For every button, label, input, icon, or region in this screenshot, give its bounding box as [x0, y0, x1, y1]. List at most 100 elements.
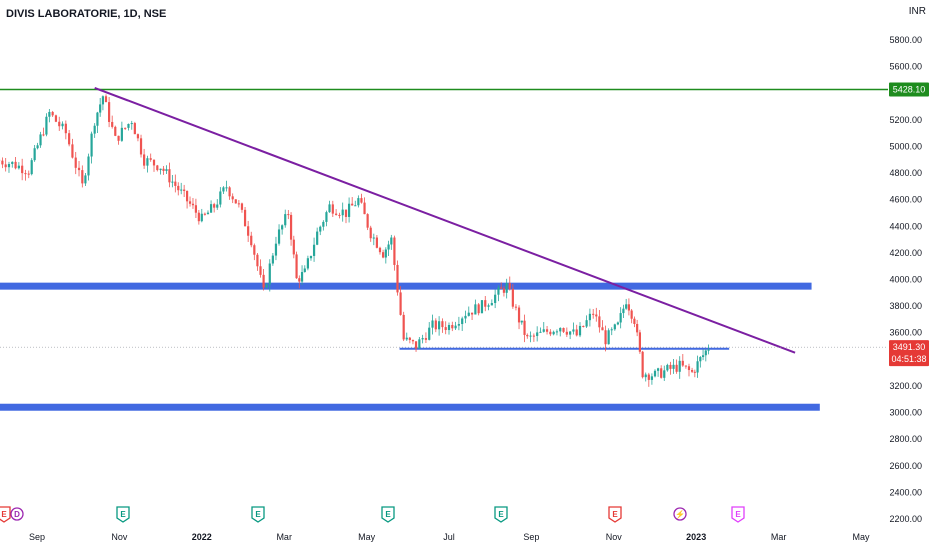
y-tick-label: 3600.00: [889, 328, 922, 338]
candle-body: [641, 351, 644, 378]
event-marker[interactable]: ⚡: [673, 507, 687, 521]
candle-body: [51, 111, 54, 116]
candle-body: [638, 332, 641, 352]
candle-body: [598, 316, 601, 328]
candle-body: [108, 102, 111, 122]
candle-body: [565, 331, 568, 335]
candle-body: [322, 221, 325, 227]
candle-body: [171, 181, 174, 183]
y-tick-label: 2600.00: [889, 461, 922, 471]
y-tick-label: 2200.00: [889, 514, 922, 524]
candle-body: [183, 189, 186, 191]
event-marker-glyph: E: [498, 510, 504, 519]
candle-body: [319, 226, 322, 232]
candle-body: [268, 263, 271, 285]
candle-body: [514, 306, 518, 308]
x-tick-label: 2022: [192, 532, 212, 542]
candle-body: [222, 187, 225, 192]
candle-body: [601, 327, 604, 331]
candle-body: [457, 324, 460, 326]
candle-body: [191, 203, 195, 206]
candle-body: [287, 214, 290, 216]
candle-body: [243, 209, 247, 227]
candle-body: [27, 173, 30, 175]
candle-body: [344, 209, 348, 217]
x-tick-label: Mar: [276, 532, 292, 542]
candle-body: [678, 360, 681, 372]
last-price-countdown: 04:51:38: [891, 354, 926, 364]
event-marker[interactable]: E: [494, 506, 508, 523]
candle-body: [117, 135, 120, 141]
candle-body: [331, 204, 334, 214]
y-tick-label: 4800.00: [889, 168, 922, 178]
candle-body: [470, 312, 474, 315]
candle-body: [387, 244, 390, 250]
candle-body: [360, 198, 363, 203]
candle-body: [656, 368, 660, 371]
event-marker[interactable]: E: [608, 506, 622, 523]
support-zone[interactable]: [0, 282, 812, 290]
y-tick-label: 3200.00: [889, 381, 922, 391]
candle-body: [696, 361, 699, 373]
event-marker[interactable]: E: [0, 506, 11, 523]
candle-body: [582, 325, 585, 327]
candle-body: [607, 330, 610, 345]
y-tick-label: 3000.00: [889, 408, 922, 418]
candle-body: [11, 161, 14, 165]
candle-body: [271, 255, 274, 264]
candle-body: [4, 164, 7, 168]
candle-body: [414, 341, 418, 349]
candle-body: [627, 304, 631, 311]
support-zone[interactable]: [0, 403, 820, 411]
currency-label: INR: [908, 6, 926, 17]
candle-body: [490, 303, 493, 306]
y-tick-label: 4400.00: [889, 221, 922, 231]
event-marker[interactable]: E: [381, 506, 395, 523]
candle-body: [428, 327, 431, 340]
candle-body: [256, 254, 259, 267]
x-tick-label: May: [852, 532, 870, 542]
candle-body: [24, 173, 27, 175]
event-marker[interactable]: E: [731, 506, 745, 523]
candle-body: [295, 254, 298, 279]
candle-body: [159, 168, 162, 171]
candle-body: [366, 214, 369, 228]
resistance-price-label: 5428.10: [893, 84, 926, 94]
event-marker[interactable]: E: [251, 506, 265, 523]
candle-body: [552, 331, 555, 335]
event-marker[interactable]: E: [116, 506, 130, 523]
candle-body: [341, 209, 344, 216]
y-tick-label: 5800.00: [889, 35, 922, 45]
y-tick-label: 3800.00: [889, 301, 922, 311]
candle-body: [625, 304, 628, 309]
candle-body: [209, 204, 213, 213]
candle-body: [289, 214, 293, 240]
candle-body: [520, 320, 523, 323]
candle-body: [213, 204, 216, 208]
candle-body: [669, 364, 672, 369]
event-marker-glyph: E: [120, 510, 126, 519]
candle-body: [156, 165, 159, 171]
candle-body: [185, 190, 189, 202]
y-tick-label: 2800.00: [889, 434, 922, 444]
candle-body: [502, 288, 506, 293]
candle-body: [274, 243, 278, 256]
y-tick-label: 2400.00: [889, 487, 922, 497]
trend-line[interactable]: [94, 86, 796, 354]
event-marker[interactable]: D: [10, 507, 24, 521]
candle-body: [447, 324, 451, 331]
candle-body: [21, 165, 24, 174]
candle-body: [699, 357, 702, 362]
candle-body: [124, 127, 127, 129]
candle-body: [48, 111, 51, 117]
candle-body: [174, 181, 177, 186]
candle-body: [421, 338, 424, 340]
candle-body: [39, 134, 42, 146]
candle-body: [575, 329, 578, 336]
candle-body: [411, 339, 415, 342]
candle-body: [259, 266, 262, 275]
candle-body: [393, 237, 396, 265]
candle-body: [666, 364, 669, 371]
candle-body: [277, 229, 281, 244]
